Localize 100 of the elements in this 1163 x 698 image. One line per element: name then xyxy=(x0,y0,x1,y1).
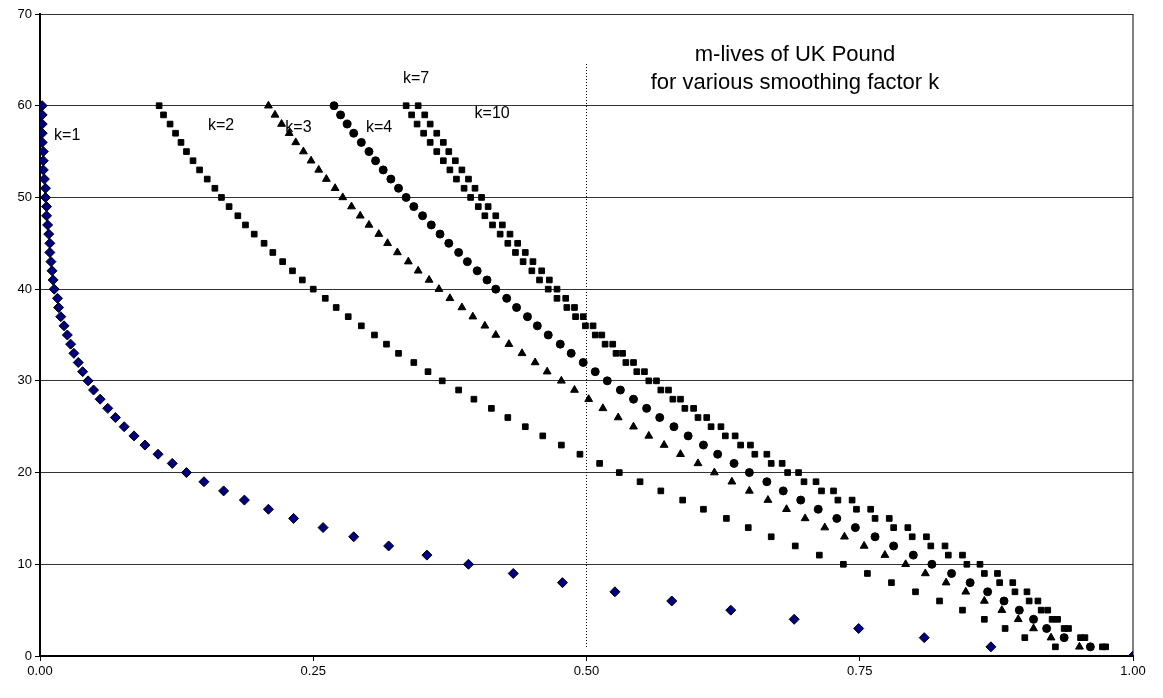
point xyxy=(784,469,791,476)
point xyxy=(709,467,719,476)
point xyxy=(613,412,623,421)
point xyxy=(707,423,715,431)
point xyxy=(264,100,273,109)
point xyxy=(309,285,317,293)
point xyxy=(364,147,374,157)
point xyxy=(330,183,340,192)
point xyxy=(530,357,540,366)
point xyxy=(538,267,546,275)
point xyxy=(347,201,356,210)
point xyxy=(693,458,703,467)
point xyxy=(435,229,445,239)
point xyxy=(458,166,466,174)
point xyxy=(840,531,849,540)
point xyxy=(279,258,286,265)
point xyxy=(904,524,912,531)
point xyxy=(615,385,625,395)
point xyxy=(155,102,163,110)
point xyxy=(703,414,711,421)
point xyxy=(889,541,899,551)
point xyxy=(426,139,434,146)
point xyxy=(358,322,365,330)
point xyxy=(1001,625,1009,632)
point xyxy=(959,551,966,559)
point xyxy=(677,395,684,403)
point xyxy=(965,578,975,588)
point xyxy=(747,441,754,449)
point xyxy=(506,230,514,238)
point xyxy=(629,394,638,404)
point xyxy=(532,321,542,331)
point xyxy=(744,485,754,494)
point xyxy=(1037,606,1045,614)
point xyxy=(1044,606,1052,614)
x-tick-label: 0.75 xyxy=(847,663,873,679)
point xyxy=(578,358,588,368)
point xyxy=(455,386,462,394)
y-tick-label: 0 xyxy=(24,647,32,663)
point xyxy=(394,183,403,193)
point xyxy=(536,276,543,284)
point xyxy=(420,129,427,137)
point xyxy=(374,229,384,237)
point xyxy=(542,366,552,375)
point xyxy=(609,340,617,348)
point xyxy=(445,148,453,155)
point xyxy=(371,156,381,166)
point xyxy=(321,174,331,182)
point xyxy=(172,129,179,137)
point xyxy=(332,304,340,311)
point xyxy=(504,239,512,247)
point xyxy=(615,469,623,476)
point xyxy=(517,348,527,357)
point xyxy=(612,350,620,357)
point xyxy=(291,137,301,146)
point xyxy=(409,202,419,212)
point xyxy=(700,505,707,513)
point xyxy=(454,247,464,257)
point xyxy=(981,615,988,623)
point xyxy=(641,368,648,376)
point xyxy=(959,606,966,614)
point xyxy=(1011,588,1019,596)
point xyxy=(1060,625,1068,632)
point xyxy=(813,504,823,514)
point xyxy=(723,515,730,522)
point xyxy=(401,192,411,202)
point xyxy=(870,532,880,542)
point xyxy=(676,449,685,457)
point xyxy=(669,395,677,403)
point xyxy=(546,276,553,284)
point xyxy=(584,394,594,402)
point xyxy=(629,421,638,430)
point xyxy=(681,405,689,412)
point xyxy=(1059,633,1069,643)
point xyxy=(729,458,739,468)
point xyxy=(177,139,185,146)
point xyxy=(196,166,203,174)
point xyxy=(602,376,612,386)
point xyxy=(403,256,413,265)
point xyxy=(250,230,258,238)
x-tick-label: 1.00 xyxy=(1120,663,1146,679)
text: k=10 xyxy=(474,104,510,122)
point xyxy=(579,313,587,320)
point xyxy=(504,414,512,421)
point xyxy=(480,320,490,329)
point xyxy=(694,414,702,421)
point xyxy=(885,515,893,522)
point xyxy=(446,166,454,174)
point xyxy=(763,450,771,458)
point xyxy=(499,221,506,229)
point xyxy=(383,238,392,247)
point xyxy=(270,109,280,118)
point xyxy=(378,165,388,175)
point xyxy=(426,220,436,230)
y-tick-label: 20 xyxy=(17,464,32,480)
point xyxy=(944,551,952,559)
point xyxy=(566,348,576,358)
point xyxy=(871,515,879,522)
point xyxy=(717,423,725,431)
point xyxy=(570,385,579,393)
point xyxy=(890,524,897,531)
